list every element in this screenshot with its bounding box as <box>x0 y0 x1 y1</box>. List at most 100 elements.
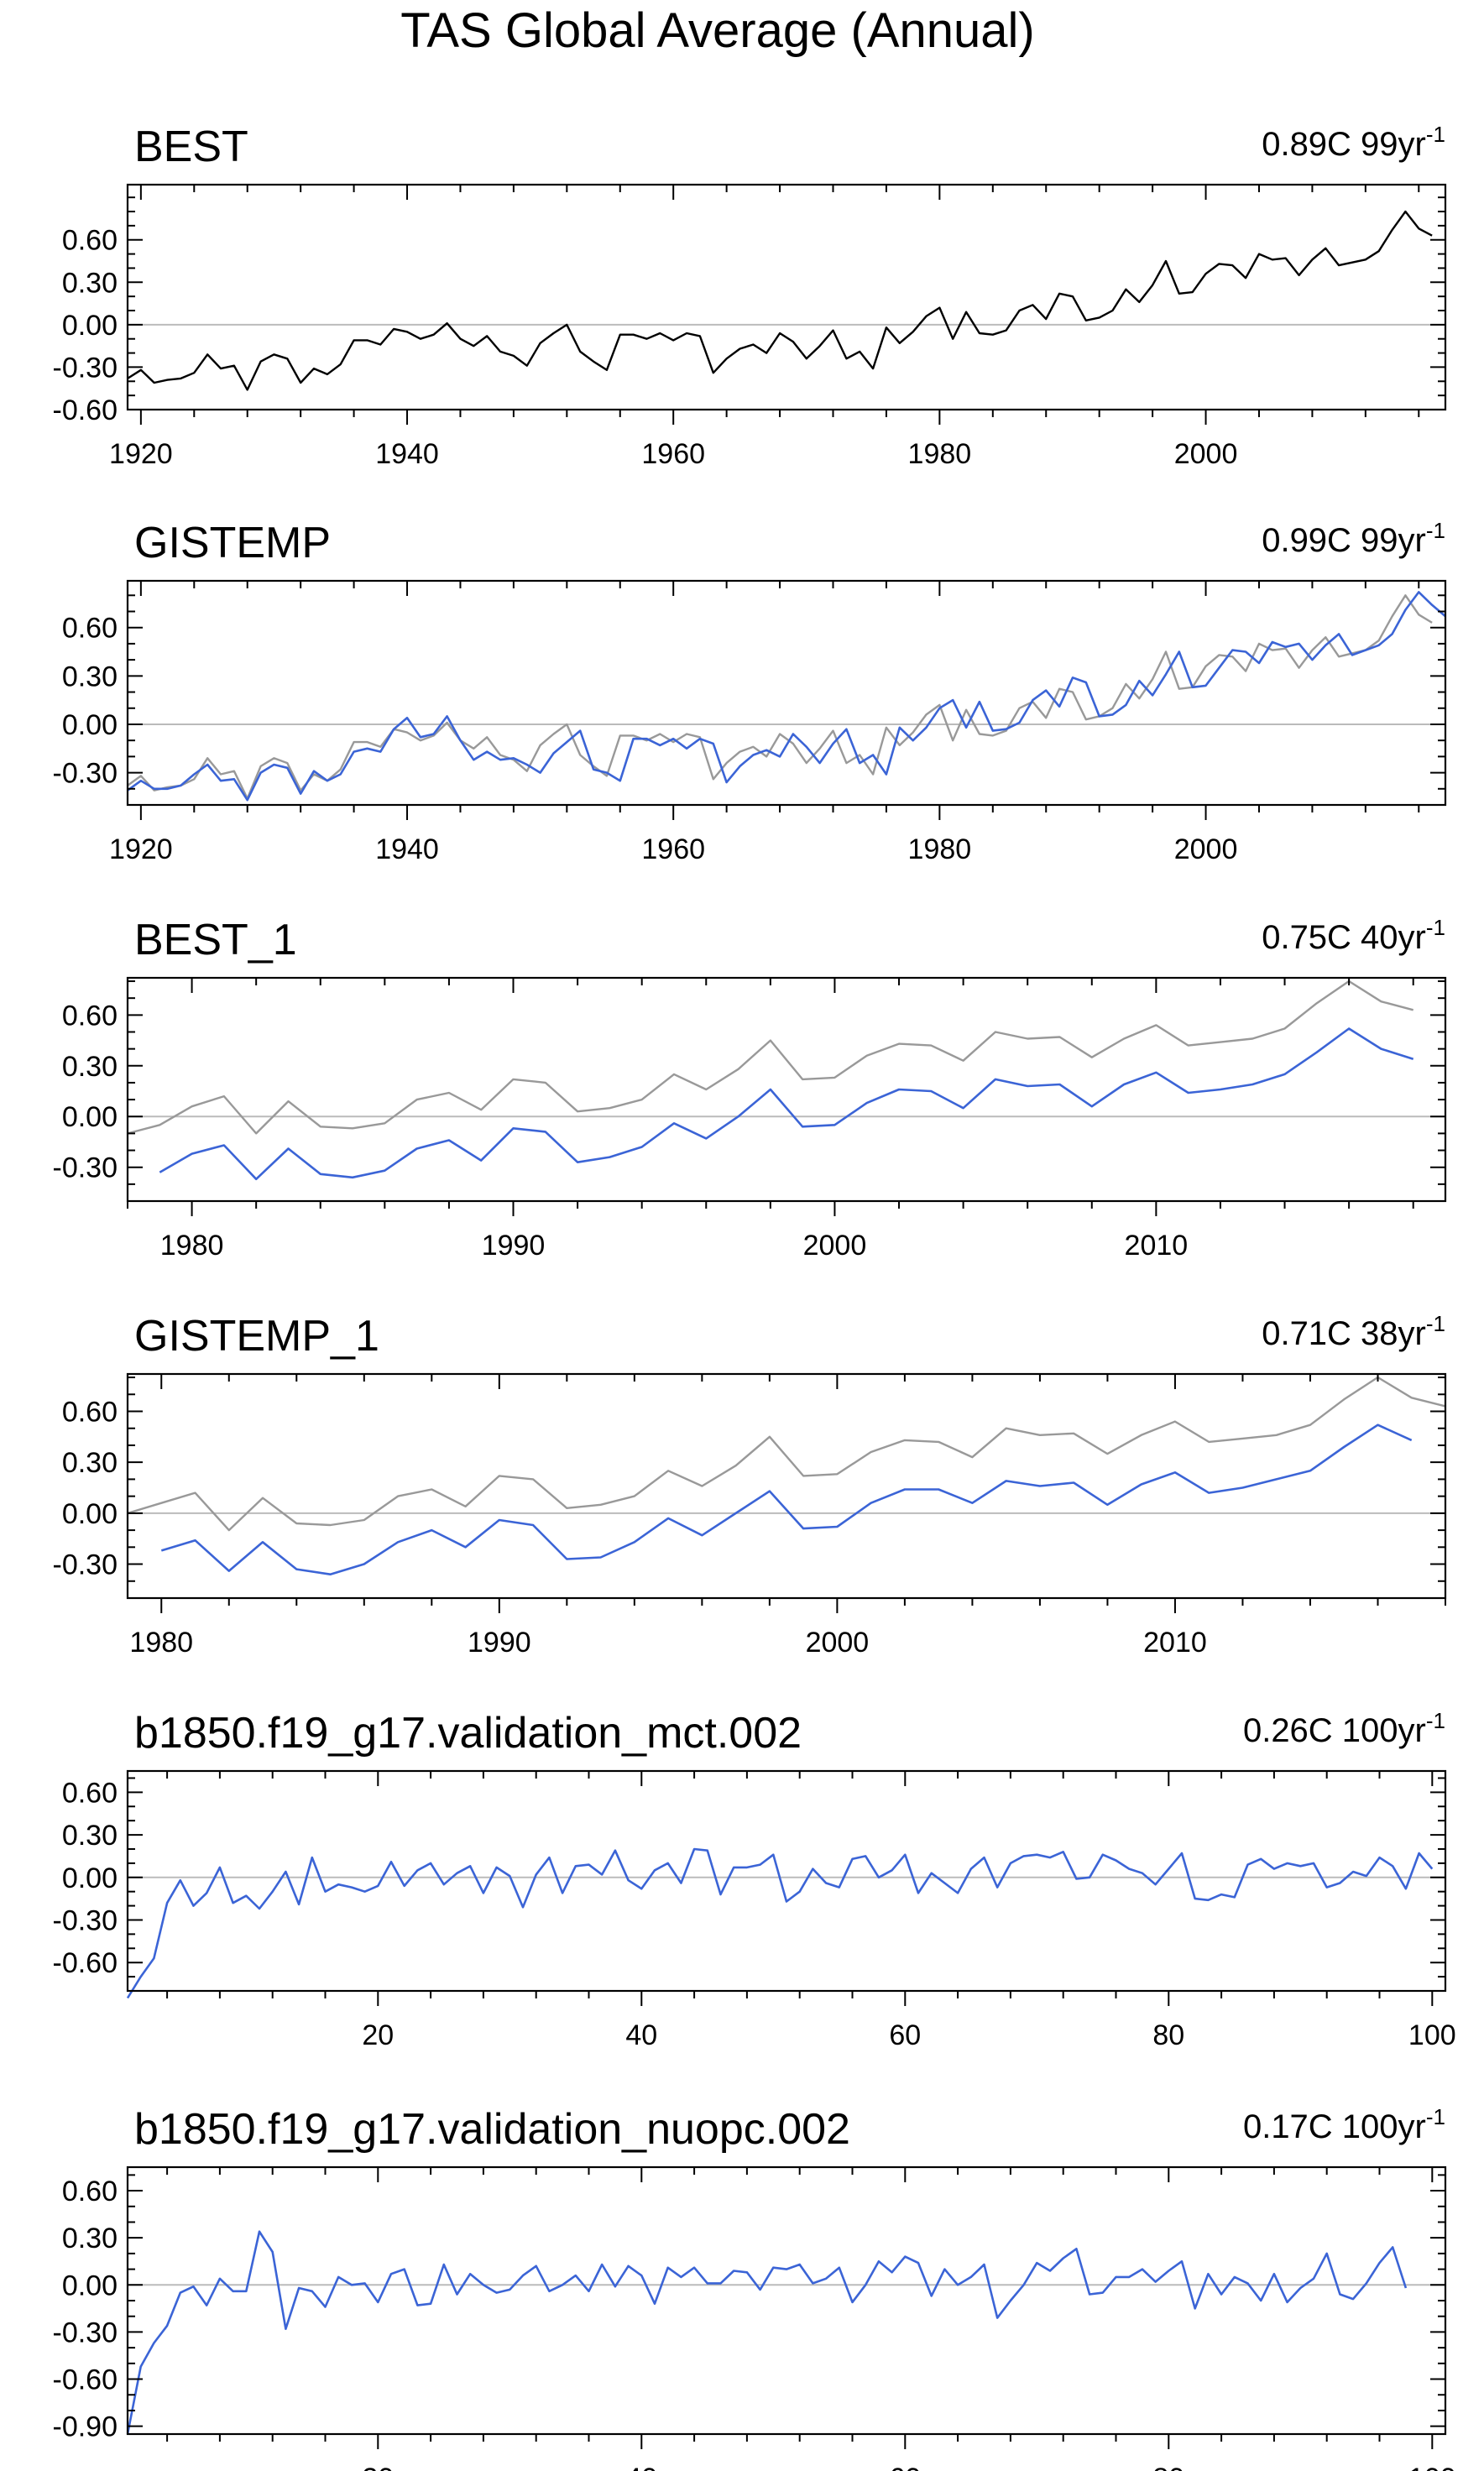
x-tick-label: 1920 <box>109 833 173 865</box>
plot-frame <box>126 1769 1447 1993</box>
x-tick-label: 80 <box>1152 2463 1184 2471</box>
series-line-best <box>127 594 1433 800</box>
y-tick-label: 0.00 <box>62 1498 118 1530</box>
y-tick-label: 0.60 <box>62 1000 118 1032</box>
trend-exponent: -1 <box>1426 122 1445 147</box>
y-tick-label: 0.30 <box>62 661 118 692</box>
y-tick-label: 0.30 <box>62 1051 118 1083</box>
x-tick-label: 2000 <box>803 1230 867 1262</box>
plot-frame <box>126 579 1447 807</box>
y-tick-label: 0.30 <box>62 1447 118 1479</box>
x-tick-label: 1960 <box>641 833 705 865</box>
plot-frame <box>126 976 1447 1203</box>
chart-panel: GISTEMP 0.99C 99yr-1 0.60 0.30 0.00 -0.30 1920… <box>53 518 1447 865</box>
x-tick-label: 40 <box>625 2019 657 2051</box>
x-tick-label: 2000 <box>806 1627 870 1659</box>
y-tick-label: -0.30 <box>53 352 118 384</box>
panel-title: GISTEMP_1 <box>134 1312 379 1361</box>
y-tick-label: -0.90 <box>53 2411 118 2443</box>
x-tick-label: 2000 <box>1174 438 1238 470</box>
x-tick-label: 1980 <box>129 1627 193 1659</box>
x-tick-label: 1990 <box>468 1627 531 1659</box>
y-tick-label: -0.30 <box>53 1549 118 1581</box>
x-tick-label: 1940 <box>375 438 439 470</box>
y-tick-label: 0.60 <box>62 2176 118 2207</box>
x-tick-label: 40 <box>625 2463 657 2471</box>
chart-panel: b1850.f19_g17.validation_mct.002 0.26C 10… <box>53 1708 1456 2051</box>
trend-value: 0.17C 100yr <box>1243 2108 1426 2145</box>
x-tick-label: 2000 <box>1174 833 1238 865</box>
chart-panel: BEST_1 0.75C 40yr-1 0.60 0.30 0.00 -0.30 1980 1… <box>53 915 1447 1262</box>
trend-exponent: -1 <box>1426 518 1445 543</box>
trend-label: 0.17C 100yr-1 <box>1243 2104 1445 2145</box>
trend-value: 0.71C 38yr <box>1262 1315 1426 1352</box>
y-tick-label: 0.00 <box>62 709 118 741</box>
figure-title: TAS Global Average (Annual) <box>400 3 1035 58</box>
trend-exponent: -1 <box>1426 915 1445 940</box>
y-tick-label: 0.60 <box>62 613 118 645</box>
x-tick-label: 1920 <box>109 438 173 470</box>
series-line-model <box>127 591 1446 802</box>
trend-value: 0.75C 40yr <box>1262 919 1426 956</box>
x-tick-label: 100 <box>1408 2463 1456 2471</box>
panel-title: GISTEMP <box>134 519 331 567</box>
y-tick-label: 0.00 <box>62 1101 118 1133</box>
trend-value: 0.89C 99yr <box>1262 126 1426 163</box>
trend-exponent: -1 <box>1426 2104 1445 2129</box>
y-tick-label: 0.00 <box>62 1862 118 1894</box>
trend-label: 0.89C 99yr-1 <box>1262 122 1445 163</box>
trend-value: 0.99C 99yr <box>1262 522 1426 559</box>
trend-exponent: -1 <box>1426 1311 1445 1336</box>
y-tick-label: -0.30 <box>53 2317 118 2348</box>
y-tick-label: -0.30 <box>53 758 118 790</box>
y-tick-label: -0.60 <box>53 1947 118 1979</box>
series-line-best <box>127 210 1433 391</box>
series-line-best <box>127 980 1414 1135</box>
series-line-best <box>127 1376 1446 1532</box>
y-tick-label: 0.00 <box>62 2270 118 2301</box>
panel-title: b1850.f19_g17.validation_nuopc.002 <box>134 2105 850 2154</box>
series-line-model <box>159 1027 1414 1181</box>
x-tick-label: 100 <box>1408 2019 1456 2051</box>
x-tick-label: 60 <box>889 2019 921 2051</box>
y-tick-label: 0.30 <box>62 2223 118 2254</box>
trend-label: 0.99C 99yr-1 <box>1262 518 1445 559</box>
trend-label: 0.71C 38yr-1 <box>1262 1311 1445 1352</box>
x-tick-label: 1960 <box>641 438 705 470</box>
x-tick-label: 20 <box>362 2019 394 2051</box>
trend-value: 0.26C 100yr <box>1243 1712 1426 1749</box>
x-tick-label: 1980 <box>908 833 972 865</box>
x-tick-label: 1980 <box>908 438 972 470</box>
y-tick-label: 0.60 <box>62 1777 118 1809</box>
plot-frame <box>126 1372 1447 1600</box>
y-tick-label: -0.30 <box>53 1152 118 1184</box>
chart-panel: GISTEMP_1 0.71C 38yr-1 0.60 0.30 0.00 -0.30 19… <box>53 1311 1447 1659</box>
y-tick-label: 0.00 <box>62 310 118 342</box>
chart-panel: BEST 0.89C 99yr-1 0.60 0.30 0.00 -0.30 -0.60 19… <box>53 122 1447 470</box>
trend-label: 0.75C 40yr-1 <box>1262 915 1445 956</box>
trend-exponent: -1 <box>1426 1708 1445 1733</box>
y-tick-label: 0.60 <box>62 225 118 257</box>
trend-label: 0.26C 100yr-1 <box>1243 1708 1445 1749</box>
x-tick-label: 60 <box>889 2463 921 2471</box>
x-tick-label: 20 <box>362 2463 394 2471</box>
plot-frame <box>126 2165 1447 2436</box>
y-tick-label: -0.30 <box>53 1904 118 1936</box>
chart-panel: b1850.f19_g17.validation_nuopc.002 0.17C … <box>53 2104 1456 2471</box>
series-line-model <box>126 2230 1408 2435</box>
x-tick-label: 2010 <box>1125 1230 1189 1262</box>
panel-title: BEST <box>134 123 248 171</box>
x-tick-label: 1980 <box>160 1230 224 1262</box>
y-tick-label: 0.30 <box>62 267 118 299</box>
y-tick-label: 0.30 <box>62 1820 118 1852</box>
x-tick-label: 80 <box>1152 2019 1184 2051</box>
y-tick-label: -0.60 <box>53 2364 118 2396</box>
series-line-model <box>160 1424 1413 1575</box>
x-tick-label: 1990 <box>482 1230 546 1262</box>
y-tick-label: 0.60 <box>62 1397 118 1429</box>
panel-title: b1850.f19_g17.validation_mct.002 <box>134 1709 802 1758</box>
x-tick-label: 1940 <box>375 833 439 865</box>
y-tick-label: -0.60 <box>53 394 118 426</box>
series-line-model <box>126 1847 1434 1999</box>
